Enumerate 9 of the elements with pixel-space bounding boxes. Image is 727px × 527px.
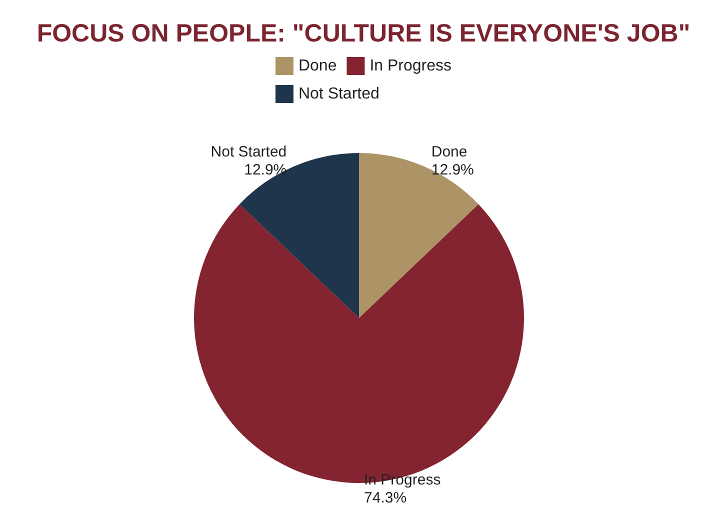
slice-label: Not Started [210,143,287,160]
data-label: 12.9% [431,161,474,178]
chart-title: FOCUS ON PEOPLE: "CULTURE IS EVERYONE'S JOB" [36,20,690,48]
data-label: 12.9% [244,161,287,178]
data-label: 74.3% [364,490,407,506]
legend-label: Not Started [298,86,380,102]
legend-label: In Progress [370,58,452,74]
slice-label: Done [431,143,468,160]
legend-label: Done [298,58,337,74]
